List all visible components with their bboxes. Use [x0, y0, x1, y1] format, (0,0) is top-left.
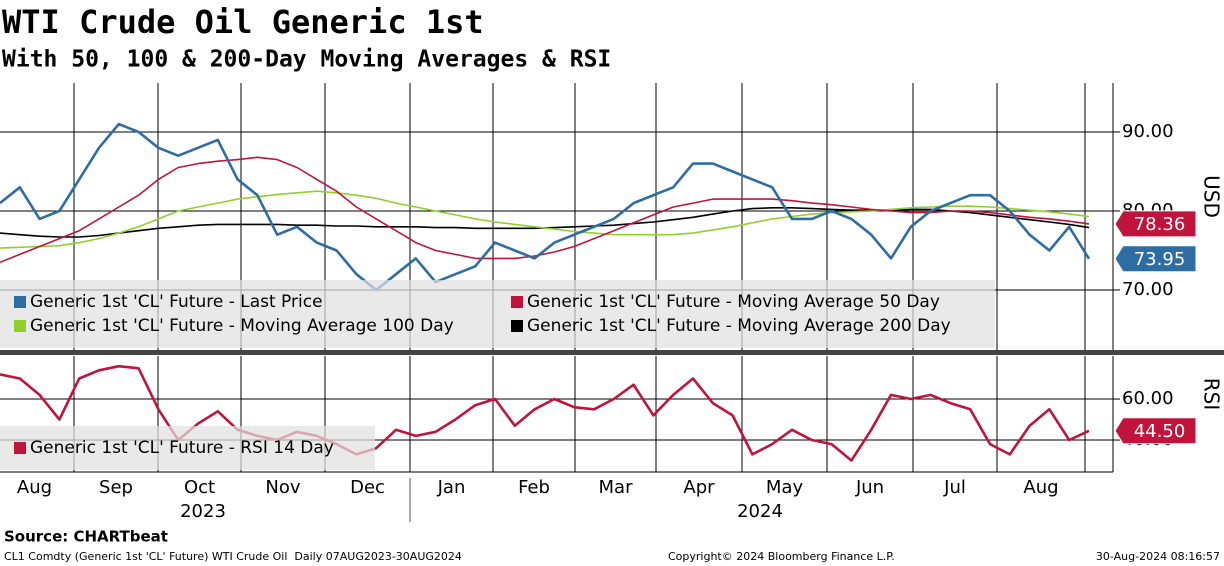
- series-line: [0, 190, 1090, 249]
- x-tick-label: May: [766, 477, 804, 498]
- y-axis-label: RSI: [1200, 378, 1224, 411]
- legend-label: Generic 1st 'CL' Future - Last Price: [30, 292, 323, 312]
- legend-label: Generic 1st 'CL' Future - Moving Average…: [527, 292, 940, 312]
- y-tick-label: 70.00: [1122, 279, 1174, 300]
- series-line: [0, 122, 1091, 292]
- legend-swatch: [14, 442, 26, 454]
- footer-left: CL1 Comdty (Generic 1st 'CL' Future) WTI…: [4, 550, 462, 563]
- x-tick-label: Jun: [855, 477, 884, 498]
- value-tag: [1114, 245, 1197, 273]
- legend-box: [0, 426, 375, 470]
- chart-title: WTI Crude Oil Generic 1st: [2, 3, 484, 41]
- source: Source: CHARTbeat: [4, 528, 168, 546]
- x-tick-label: Jul: [943, 477, 966, 498]
- footer-right: 30-Aug-2024 08:16:57: [1096, 550, 1220, 563]
- y-axis-label: USD: [1200, 175, 1224, 218]
- series-line: [0, 156, 1090, 264]
- x-tick-label: Aug: [1023, 477, 1058, 498]
- x-tick-label: Feb: [518, 477, 550, 498]
- chart-subtitle: With 50, 100 & 200-Day Moving Averages &…: [2, 47, 611, 73]
- legend-swatch: [511, 296, 523, 308]
- x-tick-label: Mar: [599, 477, 634, 498]
- y-tick-label: 90.00: [1122, 121, 1174, 142]
- legend-label: Generic 1st 'CL' Future - RSI 14 Day: [30, 438, 334, 458]
- legend-swatch: [14, 296, 26, 308]
- value-tag: [1114, 417, 1197, 445]
- x-tick-label: Jan: [437, 477, 466, 498]
- legend-swatch: [14, 320, 26, 332]
- legend-label: Generic 1st 'CL' Future - Moving Average…: [30, 316, 454, 336]
- value-tag-label: 73.95: [1134, 249, 1186, 270]
- legend-box: [0, 280, 995, 348]
- x-tick-label: Apr: [683, 477, 715, 498]
- legend-label: Generic 1st 'CL' Future - Moving Average…: [527, 316, 951, 336]
- year-label: 2024: [737, 501, 783, 522]
- x-tick-label: Dec: [350, 477, 385, 498]
- footer-center: Copyright© 2024 Bloomberg Finance L.P.: [668, 550, 895, 563]
- panel-separator: [0, 350, 1224, 355]
- x-tick-label: Oct: [184, 477, 215, 498]
- y-tick-label: 60.00: [1122, 388, 1174, 409]
- x-tick-label: Sep: [99, 477, 133, 498]
- value-tag: [1114, 210, 1197, 238]
- x-tick-label: Nov: [265, 477, 300, 498]
- value-tag-label: 78.36: [1134, 214, 1186, 235]
- legend-swatch: [511, 320, 523, 332]
- year-label: 2023: [180, 501, 226, 522]
- x-tick-label: Aug: [17, 477, 52, 498]
- value-tag-label: 44.50: [1134, 421, 1186, 442]
